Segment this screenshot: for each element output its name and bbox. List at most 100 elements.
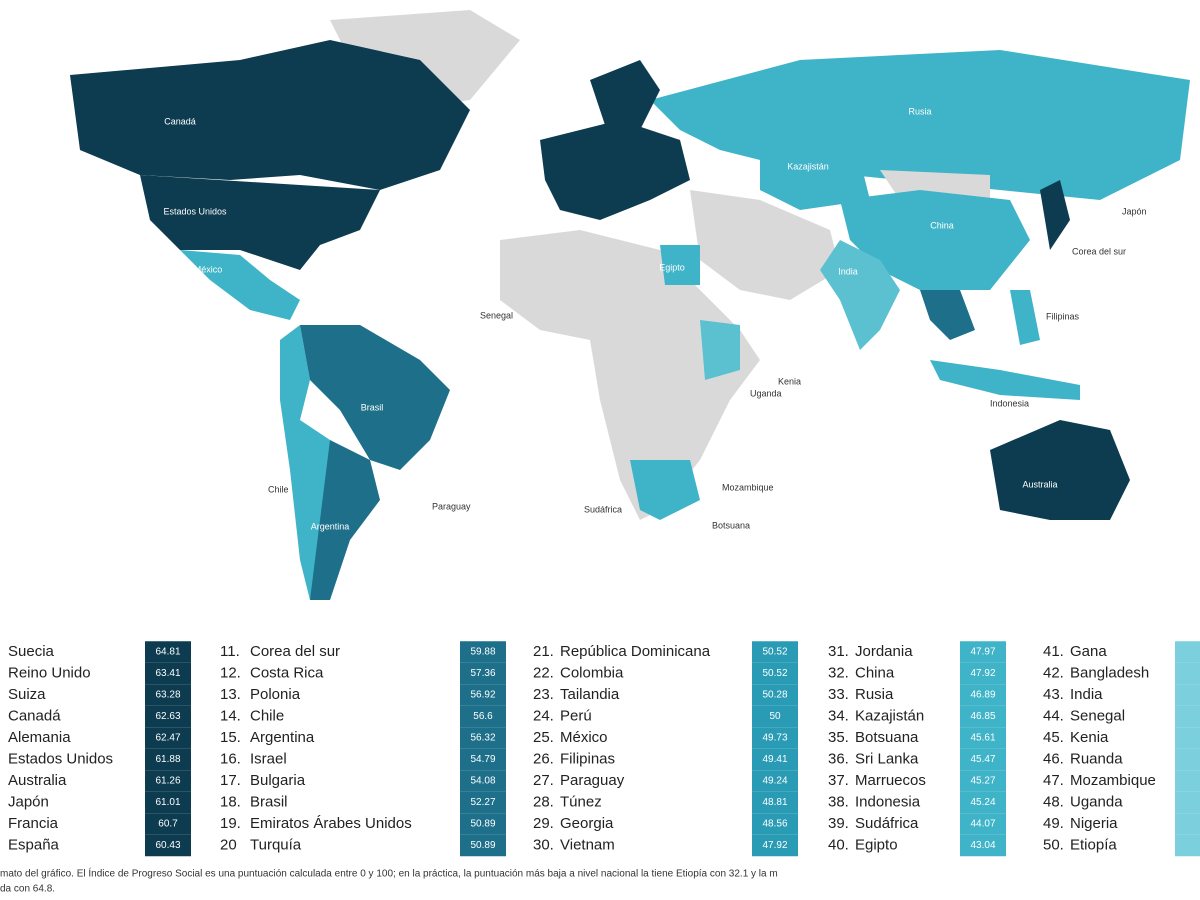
country-name: Paraguay: [560, 772, 625, 789]
rank: 44.: [1043, 707, 1064, 724]
score-box: [752, 834, 798, 857]
map-label: Estados Unidos: [163, 206, 227, 216]
score: 63.41: [155, 668, 180, 679]
east-africa: [700, 320, 740, 380]
china: [840, 190, 1030, 290]
score: 46.85: [970, 711, 995, 722]
europe: [540, 120, 690, 220]
score-box: [460, 791, 506, 814]
score: 62.47: [155, 733, 180, 744]
rank: 24.: [533, 707, 554, 724]
map-label: Brasil: [361, 402, 384, 412]
score-box: [145, 705, 191, 728]
score-box: [960, 684, 1006, 706]
score: 48.81: [762, 797, 787, 808]
map-label: Australia: [1022, 479, 1057, 489]
rank: 15.: [220, 729, 241, 746]
score: 60.7: [158, 819, 178, 830]
score: 45.47: [970, 754, 995, 765]
score: 61.26: [155, 776, 180, 787]
score: 50.52: [762, 647, 787, 658]
score-box: [145, 684, 191, 706]
country-name: Chile: [250, 707, 284, 724]
score: 43.04: [970, 840, 995, 851]
score-box: [145, 662, 191, 685]
map-label: Egipto: [659, 262, 685, 272]
country-name: Israel: [250, 750, 287, 767]
rank: 11.: [220, 643, 240, 660]
australia: [990, 420, 1130, 520]
score-box: [752, 770, 798, 792]
rank: 18.: [220, 793, 241, 810]
score: 49.73: [762, 733, 787, 744]
map-label: Canadá: [164, 116, 196, 126]
score: 50.89: [470, 819, 495, 830]
canada: [70, 40, 470, 190]
country-name: India: [1070, 686, 1103, 703]
map-label: Kenia: [778, 376, 801, 386]
score-box: [1175, 748, 1200, 771]
se-asia: [920, 290, 975, 340]
rank: 32.: [828, 664, 849, 681]
country-name: Sudáfrica: [855, 815, 919, 832]
score-box: [752, 705, 798, 728]
score-box: [1175, 641, 1200, 663]
score: 45.27: [970, 776, 995, 787]
score: 54.08: [470, 776, 495, 787]
country-name: Jordania: [855, 643, 913, 660]
country-name: Australia: [8, 772, 67, 789]
rank: 13.: [220, 686, 241, 703]
map-label: India: [838, 266, 858, 276]
map-label: China: [930, 220, 954, 230]
score: 45.61: [970, 733, 995, 744]
rank: 30.: [533, 836, 554, 853]
country-name: Bulgaria: [250, 772, 306, 789]
country-name: Senegal: [1070, 707, 1125, 724]
country-name: Mozambique: [1070, 772, 1156, 789]
score: 60.43: [155, 840, 180, 851]
score-box: [460, 770, 506, 792]
philippines: [1010, 290, 1040, 345]
rank: 35.: [828, 729, 849, 746]
score-box: [960, 705, 1006, 728]
score: 50.28: [762, 690, 787, 701]
japan: [1040, 180, 1070, 250]
map-label: Paraguay: [432, 501, 471, 511]
country-name: Nigeria: [1070, 815, 1118, 832]
score: 64.81: [155, 647, 180, 658]
map-label: Senegal: [480, 310, 513, 320]
score-box: [752, 791, 798, 814]
score: 45.24: [970, 797, 995, 808]
score: 50.89: [470, 840, 495, 851]
country-name: Francia: [8, 815, 59, 832]
map-label: Japón: [1122, 206, 1147, 216]
rank: 16.: [220, 750, 241, 767]
score: 59.88: [470, 647, 495, 658]
score-box: [960, 770, 1006, 792]
rank: 46.: [1043, 750, 1064, 767]
score: 47.92: [762, 840, 787, 851]
country-name: Polonia: [250, 686, 301, 703]
country-name: Ruanda: [1070, 750, 1123, 767]
score-box: [460, 727, 506, 749]
india: [820, 240, 900, 350]
country-name: Suiza: [8, 686, 46, 703]
country-name: Kenia: [1070, 729, 1109, 746]
country-name: Sri Lanka: [855, 750, 919, 767]
score-box: [145, 727, 191, 749]
map-label: Chile: [268, 484, 289, 494]
rank: 36.: [828, 750, 849, 767]
country-name: Egipto: [855, 836, 898, 853]
score-box: [752, 748, 798, 771]
score-box: [960, 641, 1006, 663]
rank: 22.: [533, 664, 554, 681]
score: 54.79: [470, 754, 495, 765]
kazakhstan: [760, 150, 870, 210]
score: 49.24: [762, 776, 787, 787]
country-name: México: [560, 729, 608, 746]
score: 63.28: [155, 690, 180, 701]
rank: 28.: [533, 793, 554, 810]
country-name: Túnez: [560, 793, 602, 810]
score-box: [1175, 705, 1200, 728]
country-name: Corea del sur: [250, 643, 340, 660]
